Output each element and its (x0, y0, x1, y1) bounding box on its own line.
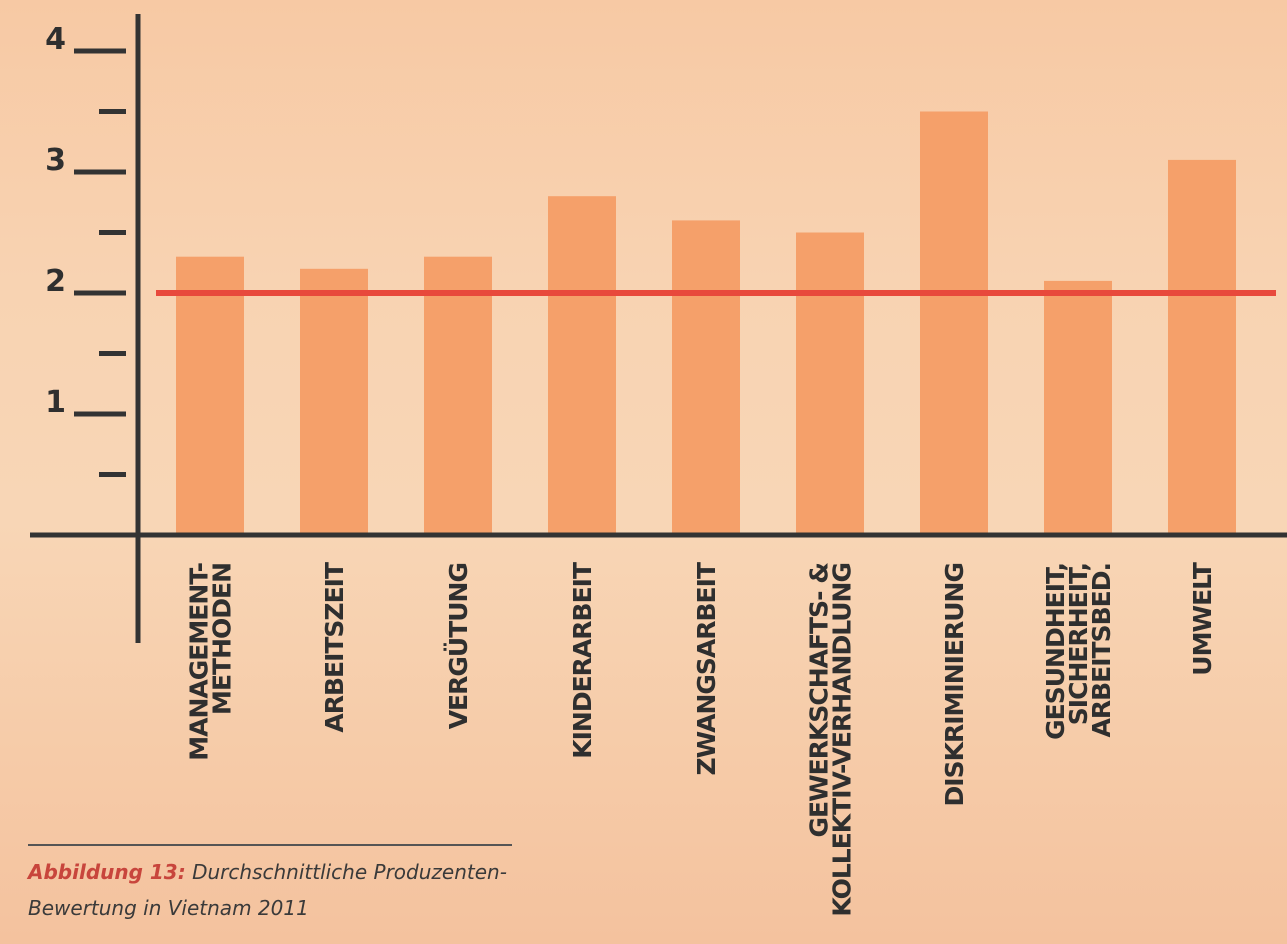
bar (796, 232, 864, 535)
category-label: UMWELT (1188, 562, 1217, 676)
category-label: KINDERARBEIT (568, 562, 597, 759)
category-label: VERGÜTUNG (443, 563, 473, 729)
caption-label: Abbildung 13: (28, 860, 186, 884)
category-label-line: GEWERKSCHAFTS- & (805, 563, 834, 838)
category-label-line: SICHERHEIT, (1064, 563, 1093, 725)
y-ticks-group: 1 2 3 4 (45, 22, 126, 477)
bar (548, 196, 616, 535)
category-label-line: UMWELT (1188, 562, 1217, 676)
bar (1044, 280, 1112, 535)
category-label-line: KOLLEKTIV-VERHANDLUNG (828, 563, 857, 917)
category-label-line: ARBEITSZEIT (320, 562, 349, 733)
category-labels-group: MANAGEMENT-METHODEN ARBEITSZEIT VERGÜTUNG K… (185, 562, 1218, 917)
category-label: ARBEITSZEIT (320, 562, 349, 733)
bar (672, 220, 740, 535)
category-label-line: DISKRIMINIERUNG (940, 563, 969, 806)
y-tick-label: 2 (45, 264, 66, 299)
category-label-line: MANAGEMENT- (185, 562, 214, 760)
bar (920, 111, 988, 535)
category-label-line: VERGÜTUNG (443, 563, 473, 729)
category-label-line: KINDERARBEIT (568, 562, 597, 759)
category-label: DISKRIMINIERUNG (940, 563, 969, 806)
bar (300, 268, 368, 535)
caption-rule (28, 844, 512, 846)
bar (176, 256, 244, 535)
category-label: GEWERKSCHAFTS- &KOLLEKTIV-VERHANDLUNG (805, 563, 857, 917)
bars-group (176, 111, 1236, 535)
y-tick-label: 4 (45, 22, 66, 57)
category-label: MANAGEMENT-METHODEN (185, 562, 237, 760)
figure-caption: Abbildung 13: Durchschnittliche Produzen… (28, 854, 548, 926)
caption-text: Durchschnittliche Produzenten-Bewertung … (28, 860, 507, 920)
category-label-line: GESUNDHEIT, (1041, 563, 1070, 740)
bar (424, 256, 492, 535)
category-label-line: METHODEN (208, 563, 237, 715)
category-label: ZWANGSARBEIT (692, 562, 721, 775)
y-tick-label: 3 (45, 143, 66, 178)
category-label-line: ZWANGSARBEIT (692, 562, 721, 775)
category-label-line: ARBEITSBED. (1087, 563, 1116, 737)
bar (1168, 159, 1236, 535)
y-tick-label: 1 (45, 385, 66, 420)
axes-group (30, 14, 1287, 643)
category-label: GESUNDHEIT,SICHERHEIT,ARBEITSBED. (1041, 563, 1116, 740)
